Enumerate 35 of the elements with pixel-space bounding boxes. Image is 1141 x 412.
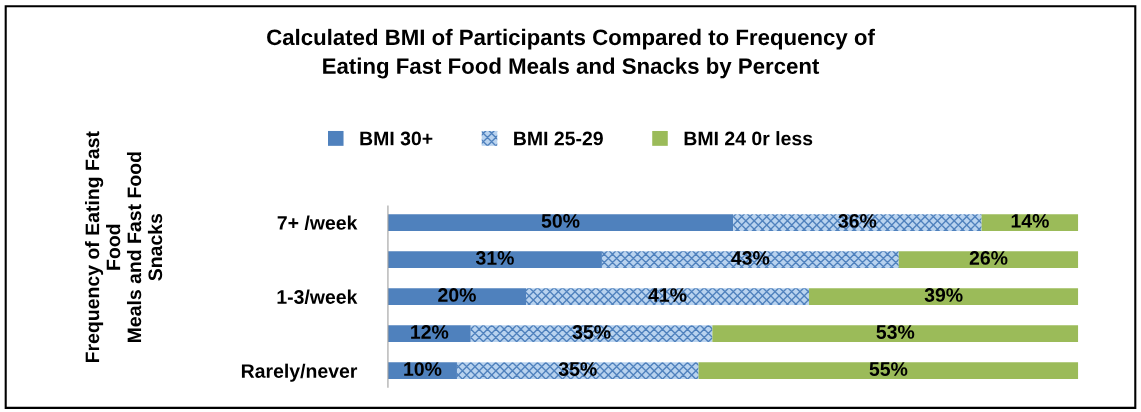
y-tick-label: 1-3/week <box>277 289 358 305</box>
data-label: 26% <box>969 251 1008 265</box>
data-label: 10% <box>404 362 442 376</box>
bar <box>387 214 734 231</box>
bar <box>601 251 899 268</box>
y-tick-label: Rarely/never <box>241 363 358 382</box>
bar <box>698 362 1079 380</box>
legend-label: BMI 25-29 <box>514 131 603 146</box>
bar <box>387 288 526 305</box>
bar <box>809 288 1079 305</box>
bar <box>526 288 810 305</box>
legend-label: BMI 30+ <box>360 131 433 146</box>
data-label: 12% <box>411 325 449 339</box>
data-label: 31% <box>475 251 514 265</box>
chart-title: Calculated BMI of Participants Compared to Frequency of Eating Fast Food Meals and Snacks by Percent <box>267 28 875 79</box>
data-label: 36% <box>838 214 877 228</box>
data-label: 35% <box>572 325 611 339</box>
bar <box>733 214 982 231</box>
data-label: 55% <box>869 362 908 376</box>
bar <box>470 325 713 343</box>
y-axis-title: Frequency of Eating Fast Food Meals and Fast Food Snacks <box>84 131 163 363</box>
data-label: 43% <box>731 251 770 265</box>
data-label: 14% <box>1011 214 1049 228</box>
data-label: 39% <box>924 288 963 302</box>
y-tick-label: 7+ /week <box>277 215 358 231</box>
legend-label: BMI 24 0r less <box>684 131 813 146</box>
bar <box>712 325 1079 343</box>
data-label: 50% <box>541 214 580 228</box>
data-label: 53% <box>876 325 915 339</box>
data-label: 41% <box>648 288 687 302</box>
bar <box>387 251 602 268</box>
bar <box>456 362 699 380</box>
data-label: 35% <box>558 362 597 376</box>
data-label: 20% <box>438 288 476 302</box>
bar <box>898 251 1079 268</box>
